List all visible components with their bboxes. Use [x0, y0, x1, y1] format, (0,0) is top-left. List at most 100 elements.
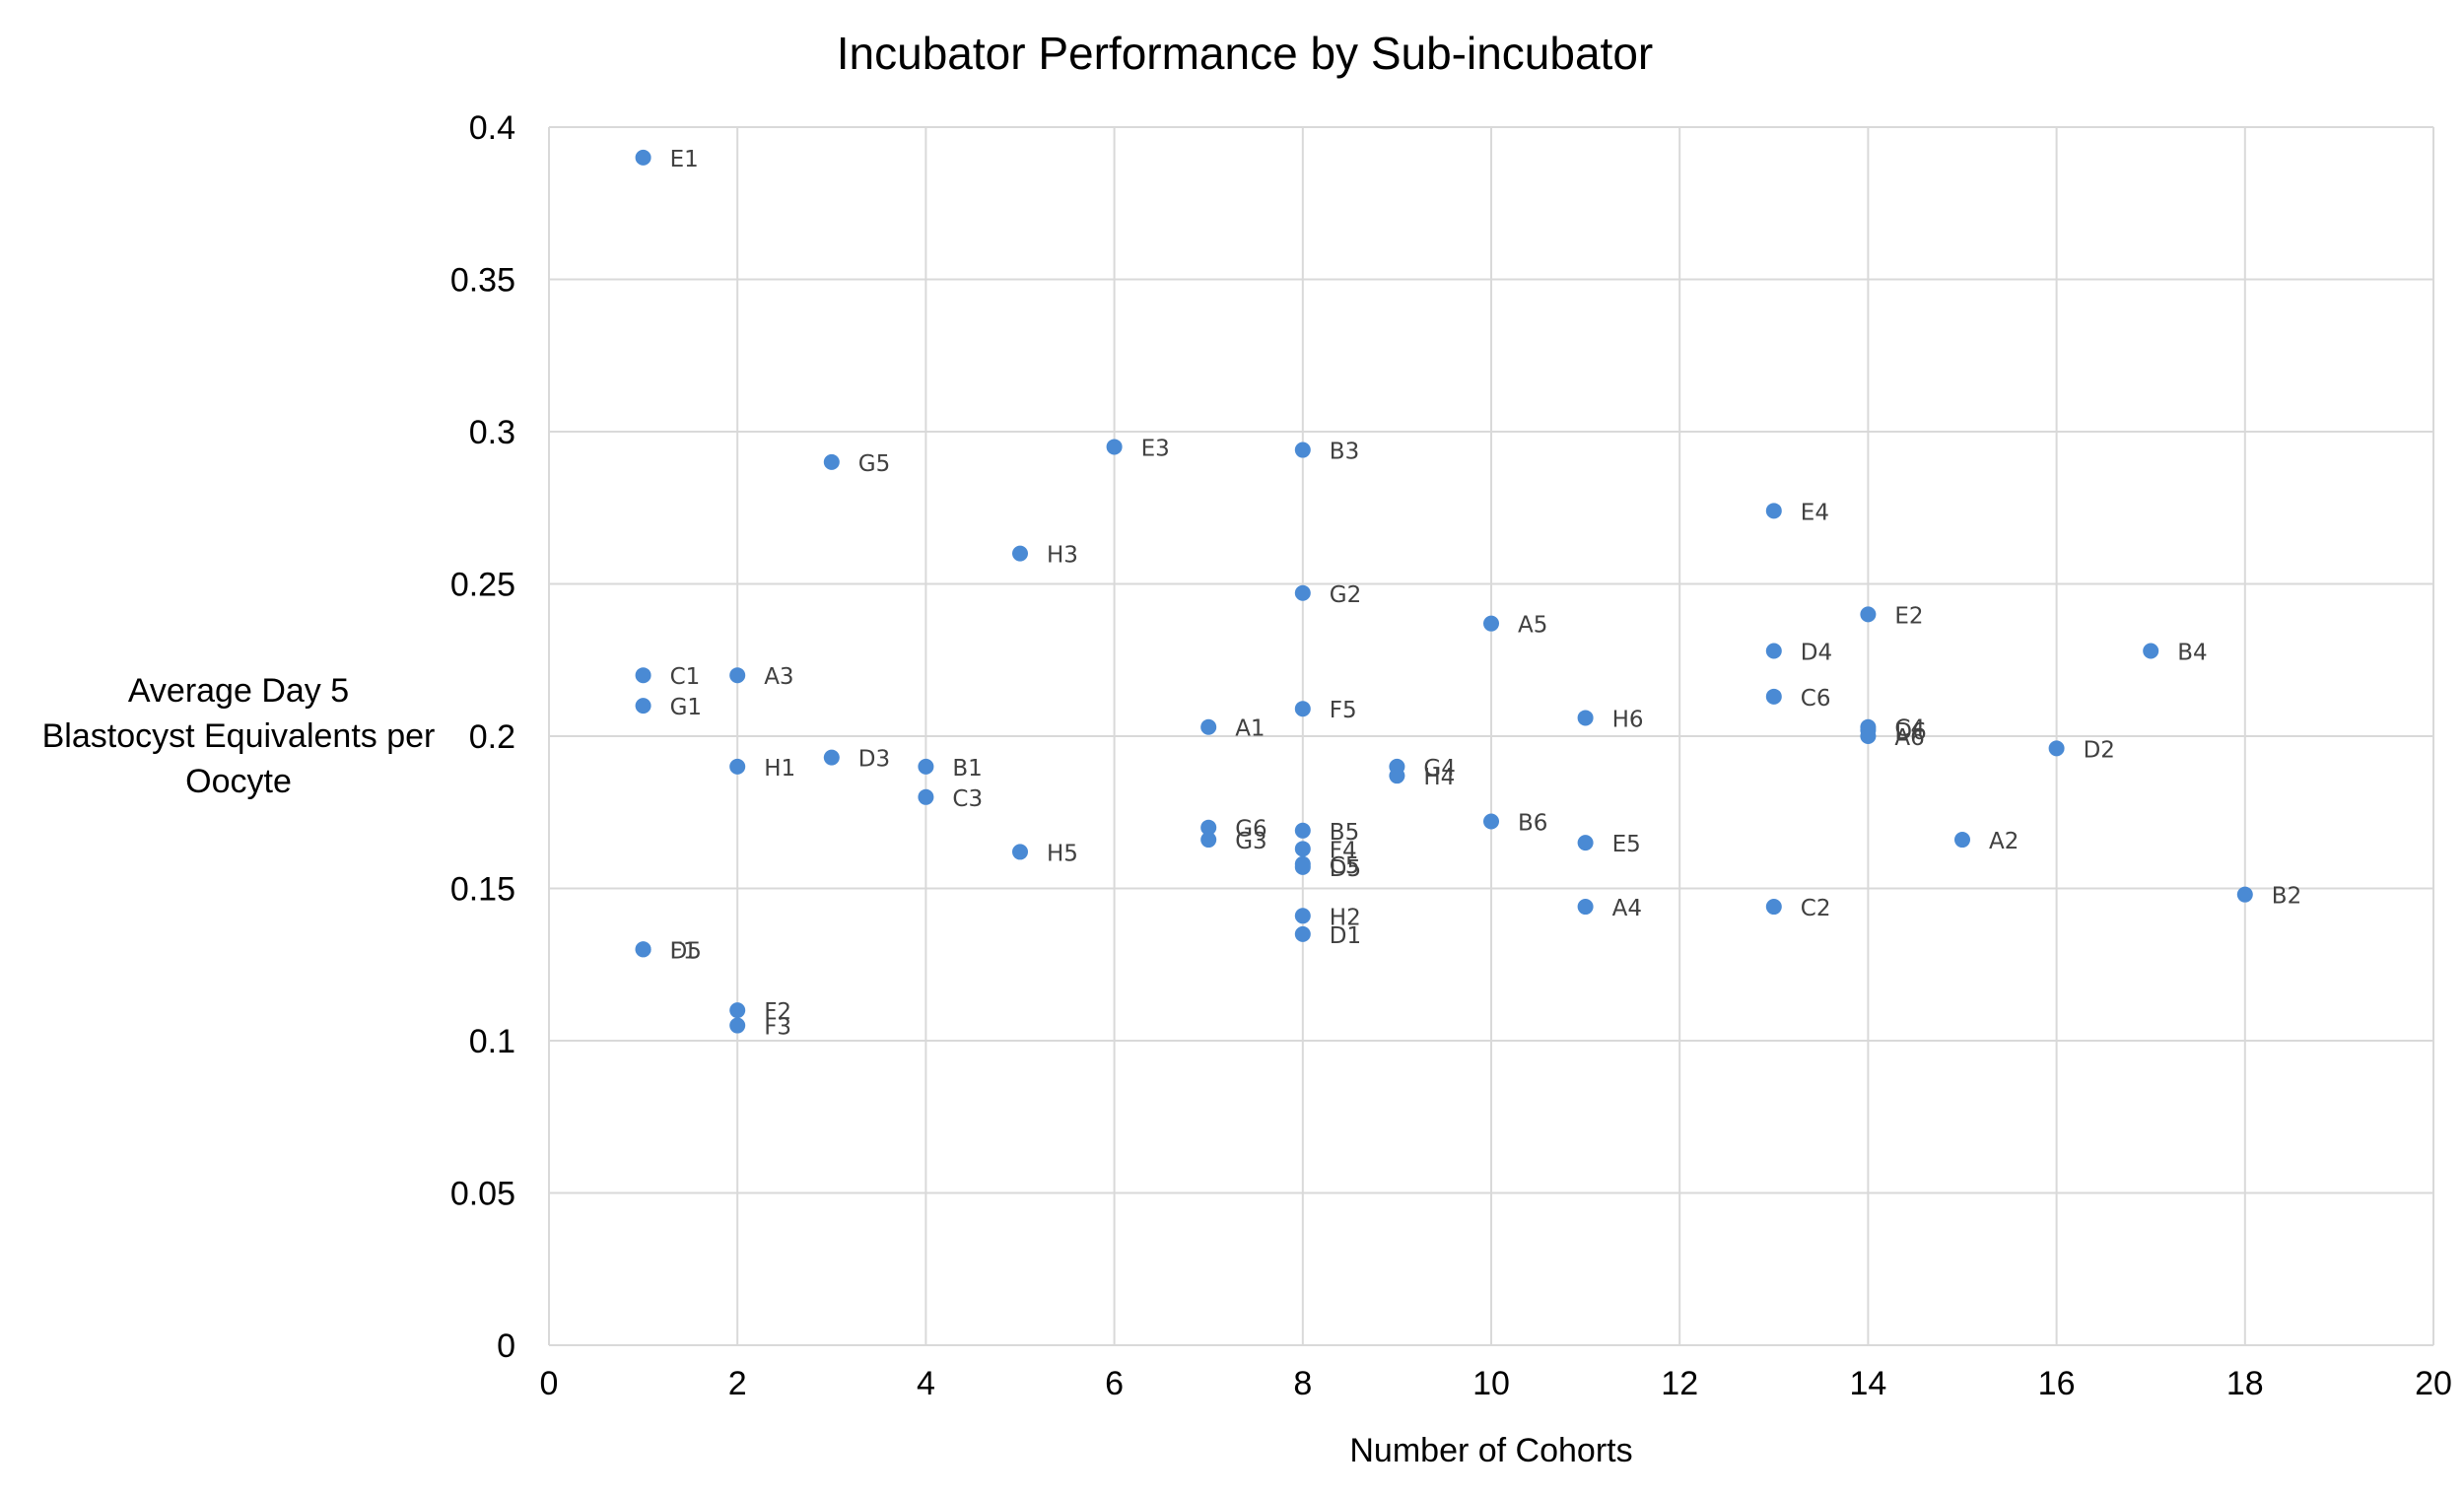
- data-point-label: D3: [858, 747, 890, 773]
- data-point-label: H5: [1047, 841, 1078, 866]
- data-point: [1860, 728, 1877, 744]
- y-tick-label: 0.1: [469, 1023, 515, 1060]
- data-point-label: E3: [1141, 436, 1170, 461]
- data-point: [918, 788, 934, 805]
- y-tick-label: 0.3: [469, 414, 515, 451]
- data-point-label: A2: [1989, 829, 2019, 854]
- y-axis-title-line-2: Blastocyst Equivalents per: [42, 717, 436, 755]
- data-point-label: C6: [1801, 686, 1831, 712]
- y-axis-title: Average Day 5 Blastocyst Equivalents per…: [42, 672, 436, 800]
- gridlines: [548, 126, 2434, 1346]
- data-point: [635, 941, 651, 958]
- x-tick-label: 20: [2415, 1365, 2452, 1402]
- data-point-label: A6: [1894, 725, 1924, 751]
- data-point-label: F4: [1330, 838, 1357, 863]
- data-point: [1577, 835, 1594, 851]
- data-point-label: D1: [1330, 923, 1361, 949]
- data-point-label: C1: [670, 664, 701, 690]
- data-point: [2048, 740, 2065, 757]
- data-point: [1860, 606, 1877, 623]
- x-tick-label: 12: [1661, 1365, 1698, 1402]
- data-point-label: B6: [1518, 811, 1547, 837]
- x-tick-labels: 0 2 4 6 8 10 12 14 16 18 20: [540, 1365, 2452, 1402]
- data-point-label: A3: [764, 664, 793, 690]
- data-point: [1294, 841, 1311, 857]
- data-point: [1389, 768, 1405, 784]
- x-tick-label: 18: [2226, 1365, 2264, 1402]
- data-point-label: D5: [670, 938, 702, 964]
- data-point-label: A1: [1235, 716, 1265, 742]
- data-point-label: B2: [2272, 884, 2301, 910]
- y-axis-title-line-1: Average Day 5: [128, 672, 349, 710]
- data-point-label: G2: [1330, 582, 1361, 608]
- data-point: [1294, 822, 1311, 839]
- data-point: [1765, 688, 1782, 705]
- data-point: [1765, 899, 1782, 916]
- data-point-label: C3: [952, 786, 983, 812]
- data-point: [2143, 643, 2159, 659]
- data-point-label: E5: [1612, 832, 1641, 857]
- data-point: [1765, 503, 1782, 519]
- data-point-label: A4: [1612, 896, 1642, 921]
- data-point: [1200, 832, 1217, 849]
- data-point: [1294, 858, 1311, 875]
- data-point: [729, 758, 746, 775]
- data-points: [635, 149, 2253, 1034]
- y-tick-label: 0.2: [469, 718, 515, 756]
- data-point-label: F5: [1330, 698, 1357, 723]
- data-point: [918, 758, 934, 775]
- data-point: [1954, 832, 1970, 849]
- data-point: [635, 667, 651, 684]
- data-point-label: B5: [1330, 820, 1359, 846]
- data-point: [1483, 615, 1499, 632]
- y-tick-labels: 0 0.05 0.1 0.15 0.2 0.25 0.3 0.35 0.4: [450, 109, 515, 1365]
- data-point-label: G4: [1423, 756, 1455, 782]
- data-point: [635, 149, 651, 166]
- data-point: [1294, 925, 1311, 942]
- data-point-label: H1: [764, 756, 795, 782]
- data-point: [2236, 886, 2253, 903]
- data-point: [1294, 908, 1311, 924]
- data-point-label: H6: [1612, 707, 1644, 732]
- data-point: [1483, 813, 1499, 830]
- data-point-label: E4: [1801, 500, 1829, 525]
- data-point: [1577, 899, 1594, 916]
- data-point-label: H2: [1330, 905, 1361, 930]
- data-point-label: D6: [1894, 719, 1926, 745]
- data-point: [1294, 701, 1311, 717]
- data-point-label: G5: [858, 451, 890, 477]
- x-tick-label: 16: [2038, 1365, 2076, 1402]
- data-point: [1765, 643, 1782, 659]
- x-tick-label: 14: [1849, 1365, 1886, 1402]
- y-tick-label: 0.4: [469, 109, 515, 147]
- data-point: [1200, 718, 1217, 735]
- data-point: [1012, 844, 1028, 860]
- data-point-label: F1: [670, 938, 698, 964]
- data-point: [1294, 584, 1311, 601]
- x-tick-label: 2: [728, 1365, 747, 1402]
- data-point-label: B4: [2177, 640, 2207, 665]
- data-point-label: E1: [670, 147, 699, 172]
- data-point-label: D4: [1801, 640, 1832, 665]
- y-tick-label: 0.15: [450, 871, 515, 909]
- x-tick-label: 6: [1105, 1365, 1124, 1402]
- y-axis-title-line-3: Oocyte: [185, 763, 292, 800]
- data-point-label: F2: [764, 999, 791, 1025]
- data-point: [823, 453, 840, 470]
- data-point: [635, 698, 651, 714]
- data-point-label: B3: [1330, 440, 1359, 465]
- data-point: [1106, 439, 1123, 455]
- y-tick-label: 0.05: [450, 1176, 515, 1213]
- data-point: [1577, 710, 1594, 726]
- data-point-label: F3: [764, 1015, 791, 1041]
- y-tick-label: 0.35: [450, 262, 515, 300]
- data-point-label: E2: [1894, 603, 1923, 629]
- y-tick-label: 0.25: [450, 567, 515, 604]
- x-tick-label: 4: [917, 1365, 935, 1402]
- data-point: [729, 1017, 746, 1034]
- data-point-label: B1: [952, 756, 982, 782]
- data-point-label: A5: [1518, 613, 1547, 639]
- data-point-label: H4: [1423, 765, 1455, 790]
